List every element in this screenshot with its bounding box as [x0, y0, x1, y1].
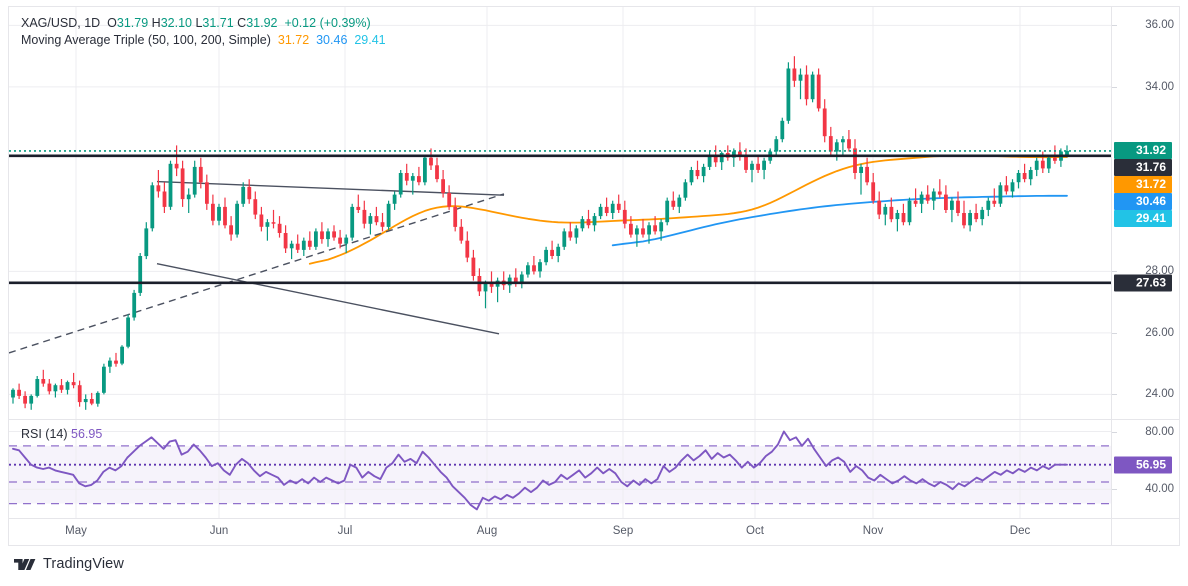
price-tick-dash	[1112, 25, 1117, 27]
rsi-legend: RSI (14) 56.95	[21, 426, 102, 442]
scale-divider	[1111, 7, 1112, 545]
ma200-badge[interactable]: 29.41	[1114, 210, 1172, 228]
pane-divider	[9, 419, 1179, 420]
time-tick-jul: Jul	[337, 525, 353, 537]
rsi-scale[interactable]: 80.00 40.00 56.95	[1112, 420, 1179, 518]
time-tick-dec: Dec	[1009, 525, 1031, 537]
support-level-badge[interactable]: 27.63	[1114, 274, 1172, 292]
price-tick-24-00: 24.00	[1145, 388, 1174, 401]
ma50-badge[interactable]: 31.72	[1114, 176, 1172, 194]
tradingview-logo-icon	[14, 557, 36, 572]
price-scale[interactable]: 36.00 34.00 28.00 26.00 24.00 31.92 31.76 31.72…	[1112, 7, 1179, 419]
price-tick-dash	[1112, 271, 1117, 273]
rsi-pane[interactable]	[9, 420, 1111, 518]
price-tick-26-00: 26.00	[1145, 326, 1174, 339]
price-chart-pane[interactable]	[9, 7, 1111, 419]
resistance-level-badge[interactable]: 31.76	[1114, 159, 1172, 177]
rsi-tick-dash	[1112, 431, 1117, 433]
time-tick-may: May	[65, 525, 87, 537]
rsi-tick-dash	[1112, 489, 1117, 491]
rsi-value: 56.95	[71, 427, 103, 441]
time-axis[interactable]: May Jun Jul Aug Sep Oct Nov Dec	[9, 518, 1179, 545]
footer: TradingView	[14, 556, 124, 572]
rsi-label[interactable]: RSI (14)	[21, 427, 68, 441]
time-tick-aug: Aug	[476, 525, 498, 537]
price-tick-34-00: 34.00	[1145, 80, 1174, 93]
price-tick-36-00: 36.00	[1145, 19, 1174, 32]
ma100-badge[interactable]: 30.46	[1114, 193, 1172, 211]
price-tick-dash	[1112, 394, 1117, 396]
time-tick-jun: Jun	[209, 525, 229, 537]
time-tick-oct: Oct	[746, 525, 764, 537]
rsi-canvas	[9, 420, 1111, 518]
rsi-tick-80-00: 80.00	[1145, 425, 1174, 438]
last-price-badge[interactable]: 31.92	[1114, 142, 1172, 160]
price-tick-dash	[1112, 332, 1117, 334]
price-chart-canvas	[9, 7, 1111, 419]
time-tick-sep: Sep	[612, 525, 634, 537]
brand-name: TradingView	[43, 556, 124, 572]
rsi-value-badge[interactable]: 56.95	[1114, 456, 1172, 474]
price-tick-dash	[1112, 86, 1117, 88]
chart-frame: XAG/USD, 1D O31.79 H32.10 L31.71 C31.92 …	[8, 6, 1180, 546]
time-tick-nov: Nov	[862, 525, 884, 537]
rsi-tick-40-00: 40.00	[1145, 483, 1174, 496]
